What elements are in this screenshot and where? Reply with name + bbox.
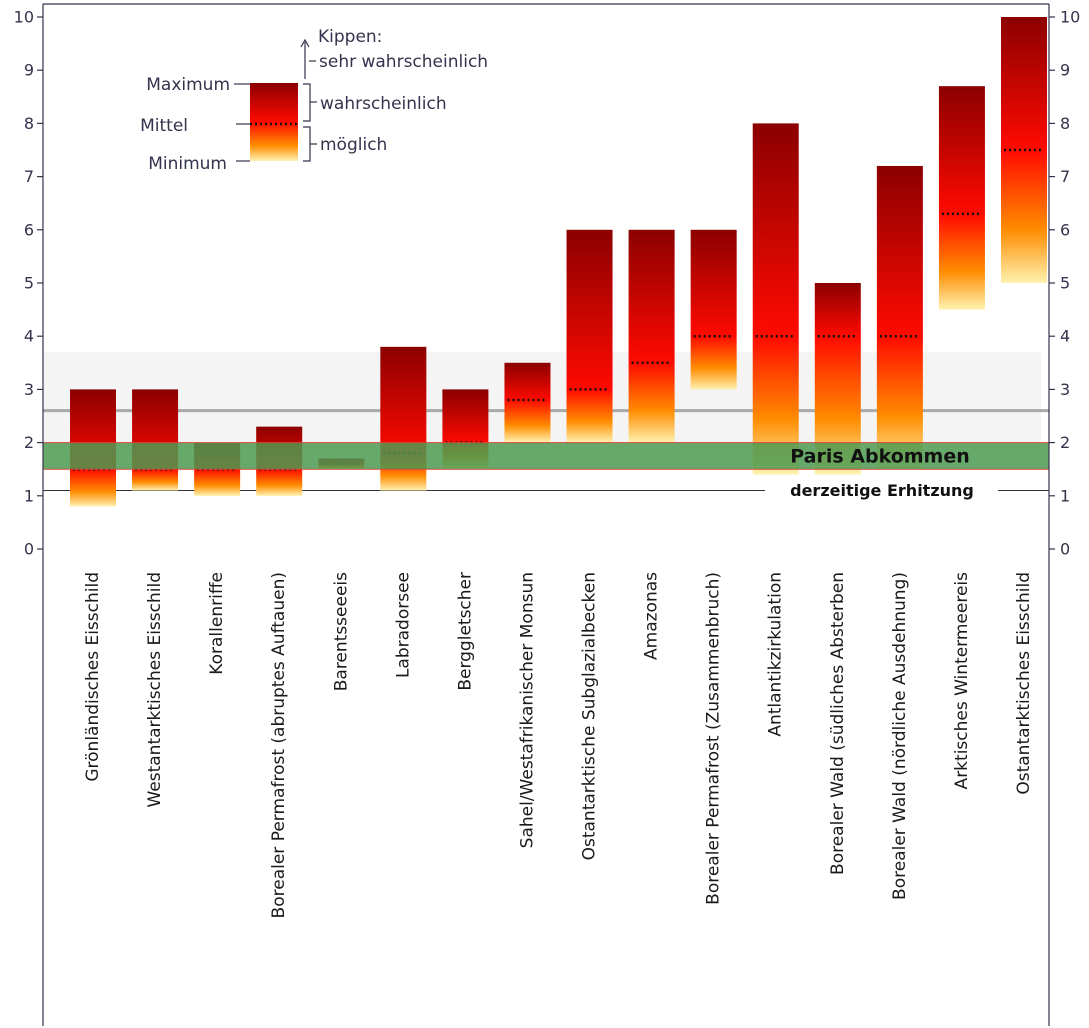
y-tick-label-left: 9 bbox=[24, 61, 34, 80]
category-label: Borealer Wald (nördliche Ausdehnung) bbox=[890, 572, 910, 900]
y-tick-label-left: 7 bbox=[24, 167, 34, 186]
y-tick-label-left: 2 bbox=[24, 433, 34, 452]
legend-minimum-label: Minimum bbox=[148, 154, 227, 174]
legend-tipping-title: Kippen: bbox=[318, 27, 382, 47]
legend-bar bbox=[250, 83, 298, 161]
legend-tipping-arrow-icon bbox=[300, 38, 310, 48]
y-tick-label-left: 0 bbox=[24, 540, 34, 559]
bar bbox=[504, 362, 551, 443]
y-tick-label-right: 3 bbox=[1060, 380, 1070, 399]
category-label: Borealer Permafrost (Zusammenbruch) bbox=[704, 572, 724, 905]
bar bbox=[752, 123, 799, 475]
y-tick-label-left: 3 bbox=[24, 380, 34, 399]
current-warming-label-background bbox=[768, 479, 996, 502]
y-tick-label-left: 6 bbox=[24, 220, 34, 239]
bar bbox=[690, 229, 737, 390]
category-label: Sahel/Westafrikanischer Monsun bbox=[517, 572, 537, 848]
category-label: Ostantarktische Subglazialbecken bbox=[580, 572, 600, 860]
legend-likely-bracket bbox=[303, 83, 311, 122]
bar bbox=[566, 229, 613, 443]
category-label: Arktisches Wintermeereis bbox=[952, 572, 972, 790]
category-label: Korallenriffe bbox=[207, 572, 227, 675]
category-label: Westantarktisches Eisschild bbox=[145, 572, 165, 808]
legend-possible-label: möglich bbox=[320, 135, 387, 155]
category-label: Borealer Permafrost (abruptes Auftauen) bbox=[269, 572, 289, 918]
category-label: Barentsseeeis bbox=[331, 572, 351, 691]
bar bbox=[938, 86, 985, 310]
y-tick-label-right: 8 bbox=[1060, 114, 1070, 133]
y-tick-label-right: 5 bbox=[1060, 274, 1070, 293]
y-tick-label-left: 4 bbox=[24, 327, 34, 346]
y-ticks: 0 0 1 1 2 2 3 3 4 4 5 5 6 6 7 7 8 8 9 9 10 10 bbox=[14, 8, 1081, 559]
category-label: Antlantikzirkulation bbox=[766, 572, 786, 737]
y-tick-label-right: 6 bbox=[1060, 220, 1070, 239]
y-tick-label-right: 10 bbox=[1060, 8, 1080, 27]
legend-very-likely-label: sehr wahrscheinlich bbox=[319, 52, 488, 72]
legend-maximum-label: Maximum bbox=[146, 75, 230, 95]
legend-possible-bracket bbox=[303, 126, 311, 162]
bar bbox=[628, 229, 675, 443]
y-tick-label-right: 9 bbox=[1060, 61, 1070, 80]
legend-mean-label: Mittel bbox=[140, 116, 188, 136]
current-warming-label: derzeitige Erhitzung bbox=[790, 481, 974, 500]
bar bbox=[876, 165, 923, 470]
paris-agreement-band bbox=[43, 442, 1049, 470]
category-label: Berggletscher bbox=[455, 572, 475, 691]
y-tick-label-right: 4 bbox=[1060, 327, 1070, 346]
y-tick-label-left: 10 bbox=[14, 8, 34, 27]
legend-likely-label: wahrscheinlich bbox=[320, 94, 447, 114]
y-tick-label-left: 1 bbox=[24, 486, 34, 505]
y-tick-label-right: 0 bbox=[1060, 540, 1070, 559]
category-label: Amazonas bbox=[642, 572, 662, 660]
paris-agreement-label: Paris Abkommen bbox=[790, 445, 970, 467]
y-tick-label-left: 5 bbox=[24, 274, 34, 293]
y-tick-label-right: 1 bbox=[1060, 486, 1070, 505]
x-category-labels: Grönländisches Eisschild Westantarktische… bbox=[83, 572, 1034, 919]
y-tick-label-right: 7 bbox=[1060, 167, 1070, 186]
legend: Maximum Mittel Minimum Kippen: sehr wahr… bbox=[140, 27, 488, 174]
category-label: Labradorsee bbox=[393, 572, 413, 678]
category-label: Grönländisches Eisschild bbox=[83, 572, 103, 782]
y-tick-label-left: 8 bbox=[24, 114, 34, 133]
category-label: Borealer Wald (südliches Absterben bbox=[828, 572, 848, 875]
category-label: Ostantarktisches Eisschild bbox=[1014, 572, 1034, 795]
y-tick-label-right: 2 bbox=[1060, 433, 1070, 452]
bar bbox=[132, 389, 179, 491]
